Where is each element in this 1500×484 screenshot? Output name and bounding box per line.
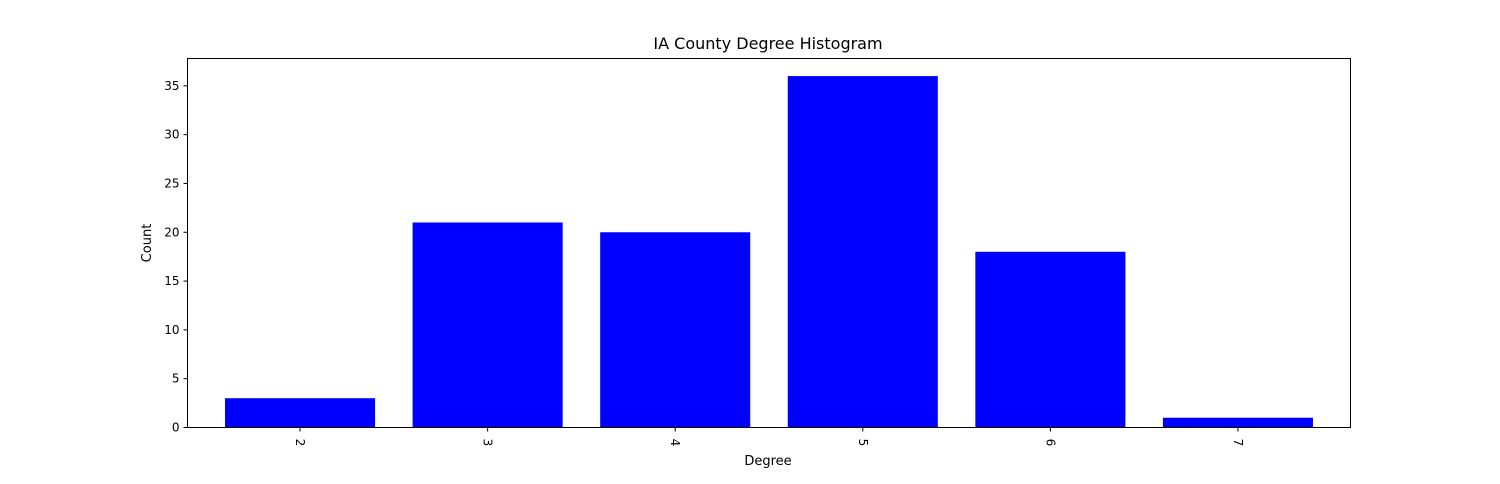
y-tick-label: 25: [164, 176, 179, 190]
y-axis-ticks: 0 5 10 15 20 25 30 35: [164, 79, 188, 435]
y-tick-label: 5: [172, 372, 180, 386]
bar-degree-5: [787, 76, 938, 428]
bar-degree-6: [975, 251, 1126, 428]
x-tick-label: 2: [293, 439, 307, 447]
y-axis-label: Count: [140, 224, 155, 263]
bar-degree-7: [1162, 417, 1313, 428]
y-tick-label: 30: [164, 128, 179, 142]
x-tick-label: 3: [481, 439, 495, 447]
plot-area-frame: [187, 58, 1351, 428]
bar-degree-3: [412, 222, 563, 428]
x-tick-label: 6: [1043, 439, 1057, 447]
y-tick-label: 10: [164, 323, 179, 337]
bar-degree-4: [600, 232, 751, 428]
x-tick-label: 5: [856, 439, 870, 447]
bars-group: [225, 76, 1313, 428]
chart-title: IA County Degree Histogram: [653, 34, 882, 53]
y-tick-label: 20: [164, 225, 179, 239]
x-axis-ticks: 2 3 4 5 6 7: [293, 427, 1245, 447]
y-tick-label: 0: [172, 421, 180, 435]
y-tick-label: 15: [164, 274, 179, 288]
y-tick-label: 35: [164, 79, 179, 93]
x-axis-label: Degree: [744, 454, 791, 469]
x-tick-label: 4: [668, 439, 682, 447]
bar-degree-2: [225, 398, 376, 428]
x-tick-label: 7: [1231, 439, 1245, 447]
